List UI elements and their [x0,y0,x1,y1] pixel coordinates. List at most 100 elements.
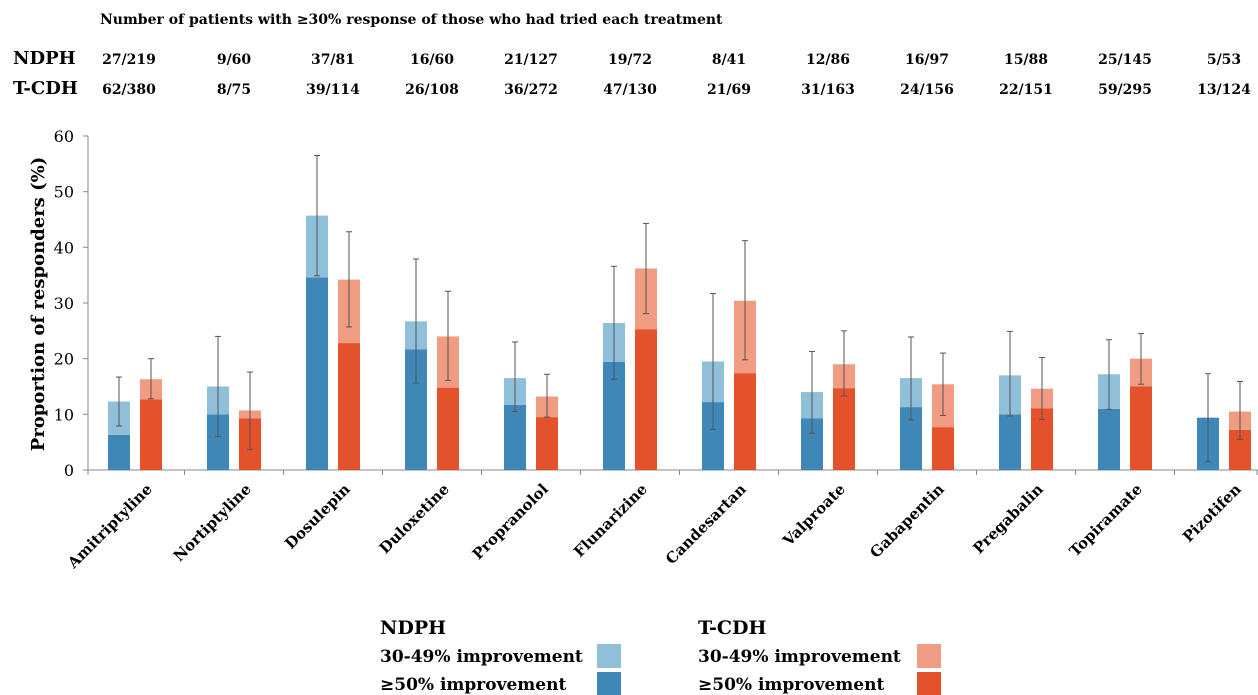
y-tick-label: 0 [64,461,74,480]
ratio-row-label: NDPH [13,48,76,69]
x-tick-label: Valproate [779,480,849,550]
bar-t-cdh-ge50 [635,329,657,470]
error-bar-t-cdh [445,290,451,381]
x-tick-label: Pregabalin [969,480,1046,557]
x-tick-label: Nortiptyline [170,480,255,565]
error-bar-ndph [215,335,221,438]
bar-ndph-ge50 [108,434,130,470]
y-tick-label: 40 [54,238,74,257]
ratio-cell: 9/60 [217,52,252,68]
ratio-cell: 36/272 [504,82,558,98]
bar-t-cdh-ge50 [734,373,756,470]
ratio-cell: 27/219 [102,52,156,68]
ratio-row-label: T-CDH [13,78,78,99]
ratio-cell: 25/145 [1098,52,1152,68]
y-tick-label: 60 [54,127,74,146]
ratio-cell: 21/127 [504,52,558,68]
legend-swatch [917,644,941,668]
error-bar-t-cdh [940,352,946,416]
ratio-cell: 59/295 [1098,82,1152,98]
error-bar-ndph [611,265,617,380]
error-bar-ndph [1205,373,1211,463]
ratio-cell: 21/69 [707,82,751,98]
x-tick-label: Flunarizine [570,480,651,561]
bar-ndph-ge50 [207,414,229,470]
legend-group-title: NDPH [380,617,446,639]
legend-swatch [597,672,621,695]
bar-ndph-ge50 [801,418,823,470]
ratio-cell: 12/86 [806,52,850,68]
legend-label: 30-49% improvement [698,647,901,667]
bar-ndph-ge50 [504,404,526,470]
bar-ndph-ge50 [702,402,724,470]
error-bar-ndph [908,336,914,421]
ratio-cell: 5/53 [1207,52,1241,68]
ratio-cell: 8/75 [217,82,251,98]
error-bar-ndph [413,258,419,384]
ratio-cell: 15/88 [1004,52,1048,68]
x-tick-label: Pizotifen [1179,480,1245,546]
x-tick-label: Topiramate [1066,480,1146,560]
error-bar-ndph [512,341,518,413]
ratio-cell: 16/60 [410,52,454,68]
y-tick-label: 20 [54,350,74,369]
ratio-cell: 19/72 [608,52,652,68]
category-labels: Amitriptyline Nortiptyline Dosulepin Duloxe… [63,480,1244,573]
ratio-cell: 16/97 [905,52,949,68]
x-tick-label: Dosulepin [281,480,354,553]
error-bar-ndph [1007,330,1013,417]
chart-subtitle: Number of patients with ≥30% response of… [100,12,723,28]
ratio-cell: 22/151 [999,82,1053,98]
error-bar-ndph [1106,339,1112,410]
ratio-cell: 62/380 [102,82,156,98]
ratio-cell: 37/81 [311,52,355,68]
x-tick-label: Gabapentin [866,480,948,562]
bar-series [108,215,1251,470]
ratio-cell: 39/114 [306,82,360,98]
error-bar-t-cdh [643,222,649,315]
bar-ndph-ge50 [405,349,427,470]
bar-t-cdh-ge50 [932,427,954,470]
legend-swatch [917,672,941,695]
bar-ndph-ge50 [900,407,922,470]
error-bar-ndph [809,350,815,434]
legend-label: 30-49% improvement [380,647,583,667]
x-tick-label: Propranolol [469,480,552,563]
error-bar-t-cdh [841,330,847,397]
legend: NDPH 30-49% improvement ≥50% improvement T-… [380,617,941,695]
error-bar-t-cdh [1039,357,1045,420]
bar-t-cdh-ge50 [1130,386,1152,470]
bar-ndph-ge50 [1098,408,1120,470]
error-bars [116,154,1243,463]
legend-label: ≥50% improvement [380,675,566,695]
error-bar-ndph [116,376,122,427]
legend-group-title: T-CDH [698,617,766,639]
axes: 0 10 20 30 40 50 60 [54,127,1258,480]
y-tick-label: 10 [54,405,74,424]
bar-t-cdh-ge50 [140,399,162,470]
y-tick-label: 50 [54,183,74,202]
error-bar-t-cdh [346,231,352,328]
error-bar-t-cdh [1138,333,1144,385]
bar-t-cdh-ge50 [1229,429,1251,470]
bar-ndph-ge50 [603,362,625,470]
ratio-cell: 13/124 [1197,82,1251,98]
legend-swatch [597,644,621,668]
bar-t-cdh-ge50 [338,343,360,470]
bar-ndph-ge50 [306,277,328,470]
x-tick-label: Duloxetine [376,480,453,557]
y-axis-label: Proportion of responders (%) [28,157,49,451]
bar-t-cdh-ge50 [1031,408,1053,470]
ratio-cell: 31/163 [801,82,855,98]
error-bar-t-cdh [1237,380,1243,440]
error-bar-t-cdh [544,373,550,418]
bar-ndph-ge50 [999,414,1021,470]
ratio-cell: 26/108 [405,82,459,98]
ratio-cell: 24/156 [900,82,954,98]
patient-count-table: NDPH 27/219 9/60 37/81 16/60 21/127 19/72 8/41 1… [13,48,1251,99]
error-bar-t-cdh [742,240,748,361]
ratio-cell: 8/41 [712,52,746,68]
bar-t-cdh-ge50 [833,388,855,470]
ratio-cell: 47/130 [603,82,657,98]
